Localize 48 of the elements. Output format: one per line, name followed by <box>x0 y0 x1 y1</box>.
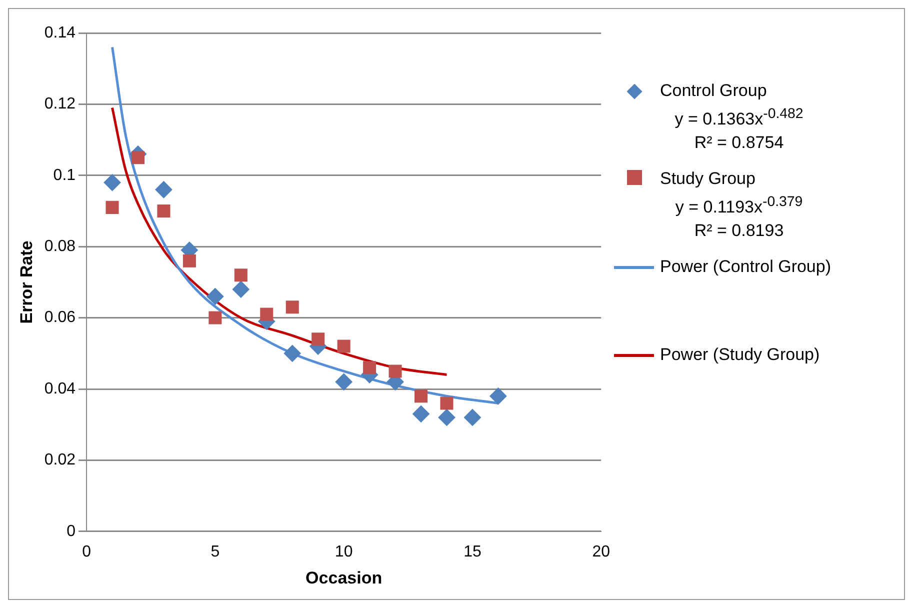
point <box>131 151 145 164</box>
point <box>284 344 301 362</box>
legend-label: Power (Control Group) <box>659 257 832 278</box>
y-tick-label: 0.14 <box>44 24 76 42</box>
point <box>286 300 299 314</box>
legend-label: Study Group <box>659 169 756 190</box>
text: R² = 0.8754 <box>693 133 785 154</box>
point <box>464 408 481 426</box>
x-tick-label: 5 <box>210 543 220 560</box>
y-tick-label: 0 <box>66 522 76 540</box>
point <box>414 390 428 403</box>
point <box>157 204 170 218</box>
x-tick-label: 15 <box>464 543 482 560</box>
point <box>260 308 274 321</box>
point <box>104 174 121 192</box>
point <box>155 181 172 198</box>
point <box>106 200 119 214</box>
line-series <box>111 106 448 376</box>
point <box>208 311 222 324</box>
x-tick-label: 0 <box>82 543 92 560</box>
y-tick-label: 0.12 <box>44 96 76 113</box>
x-tick-label: 10 <box>334 543 353 560</box>
point <box>412 405 430 422</box>
y-tick-label: 0.1 <box>53 166 76 184</box>
point <box>206 288 224 305</box>
point <box>232 280 250 298</box>
legend-label: Control Group <box>659 81 768 102</box>
y-tick-label: 0.08 <box>44 238 76 256</box>
legend-label: Power (Study Group) <box>659 345 821 366</box>
point <box>490 388 507 405</box>
point <box>440 396 454 410</box>
y-tick-label: 0.04 <box>44 380 76 398</box>
point <box>312 332 325 346</box>
point <box>438 408 456 426</box>
point <box>388 364 402 378</box>
x-tick-label: 20 <box>592 543 610 560</box>
point <box>234 268 248 282</box>
y-tick-label: 0.02 <box>44 452 76 469</box>
y-tick-label: 0.06 <box>44 309 76 326</box>
text: y = 0.1193x$^{-0.379}$ <box>674 194 804 218</box>
point <box>363 361 376 374</box>
point <box>337 340 350 353</box>
text: y = 0.1363x$^{-0.482}$ <box>674 106 804 130</box>
y-axis-title: Error Rate <box>16 240 36 324</box>
point <box>335 373 352 390</box>
x-axis-title: Occasion <box>306 568 382 588</box>
point <box>182 254 196 268</box>
text: R² = 0.8193 <box>693 221 785 242</box>
